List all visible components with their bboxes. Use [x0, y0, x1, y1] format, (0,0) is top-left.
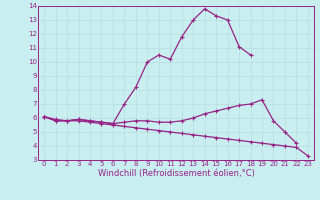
X-axis label: Windchill (Refroidissement éolien,°C): Windchill (Refroidissement éolien,°C) [98, 169, 254, 178]
